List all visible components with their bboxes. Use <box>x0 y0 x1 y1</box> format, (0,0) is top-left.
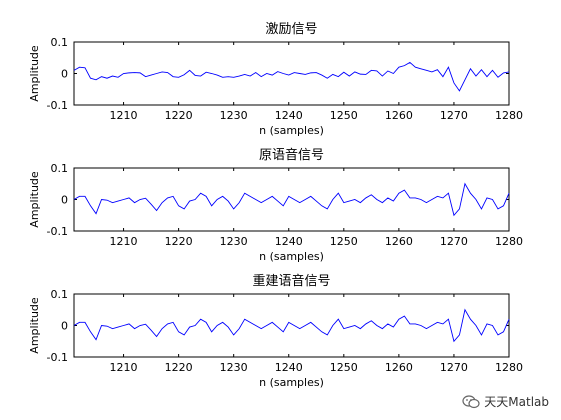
watermark-text: 天天Matlab <box>484 395 549 409</box>
x-tick-label: 1210 <box>110 235 138 248</box>
x-tick-label: 1260 <box>385 235 413 248</box>
x-tick-label: 1270 <box>440 109 468 122</box>
x-tick-label: 1220 <box>165 235 193 248</box>
subplots: 1210 1220 1230 1240 1250 1260 1270 1280 -0.1 0 0.1… <box>28 22 523 389</box>
x-tick-label: 1240 <box>275 109 303 122</box>
series-line <box>73 61 510 92</box>
y-tick-label: 0.1 <box>51 36 69 49</box>
x-tick-label: 1240 <box>275 361 303 374</box>
y-tick-label: 0 <box>61 320 68 333</box>
series-line <box>73 308 510 343</box>
y-tick-label: -0.1 <box>47 99 68 112</box>
x-tick-label: 1210 <box>110 109 138 122</box>
x-tick-label: 1230 <box>220 235 248 248</box>
y-axis-label: Amplitude <box>28 171 41 228</box>
x-tick-label: 1260 <box>385 361 413 374</box>
chart-title: 原语音信号 <box>259 147 324 163</box>
watermark: 天天Matlab <box>462 393 549 410</box>
y-tick-label: -0.1 <box>47 351 68 364</box>
series-line <box>73 182 510 217</box>
x-axis-label: n (samples) <box>259 376 324 389</box>
y-tick-label: 0.1 <box>51 288 69 301</box>
chart-title: 重建语音信号 <box>252 273 330 289</box>
x-tick-label: 1250 <box>330 235 358 248</box>
chart-title: 激励信号 <box>265 22 317 37</box>
subplot-1: 1210 1220 1230 1240 1250 1260 1270 1280 -0.1 0 0.1… <box>28 22 523 137</box>
y-tick-label: -0.1 <box>47 225 68 238</box>
x-axis-label: n (samples) <box>259 250 324 263</box>
subplot-2: 1210 1220 1230 1240 1250 1260 1270 1280 -0.1 0 0.1… <box>28 147 523 263</box>
x-tick-label: 1260 <box>385 109 413 122</box>
x-tick-label: 1280 <box>495 361 523 374</box>
subplot-3: 1210 1220 1230 1240 1250 1260 1270 1280 -0.1 0 0.1… <box>28 273 523 389</box>
x-tick-label: 1220 <box>165 109 193 122</box>
wechat-icon <box>462 394 480 408</box>
x-tick-label: 1280 <box>495 109 523 122</box>
x-tick-label: 1210 <box>110 361 138 374</box>
x-tick-label: 1230 <box>220 109 248 122</box>
x-tick-label: 1270 <box>440 235 468 248</box>
x-tick-label: 1220 <box>165 361 193 374</box>
x-tick-label: 1250 <box>330 109 358 122</box>
x-tick-label: 1280 <box>495 235 523 248</box>
y-tick-label: 0 <box>61 68 68 81</box>
x-tick-label: 1240 <box>275 235 303 248</box>
x-tick-label: 1230 <box>220 361 248 374</box>
y-tick-label: 0.1 <box>51 162 69 175</box>
y-axis-label: Amplitude <box>28 45 41 102</box>
x-axis-label: n (samples) <box>259 124 324 137</box>
x-tick-label: 1250 <box>330 361 358 374</box>
y-axis-label: Amplitude <box>28 297 41 354</box>
y-tick-label: 0 <box>61 194 68 207</box>
x-tick-label: 1270 <box>440 361 468 374</box>
